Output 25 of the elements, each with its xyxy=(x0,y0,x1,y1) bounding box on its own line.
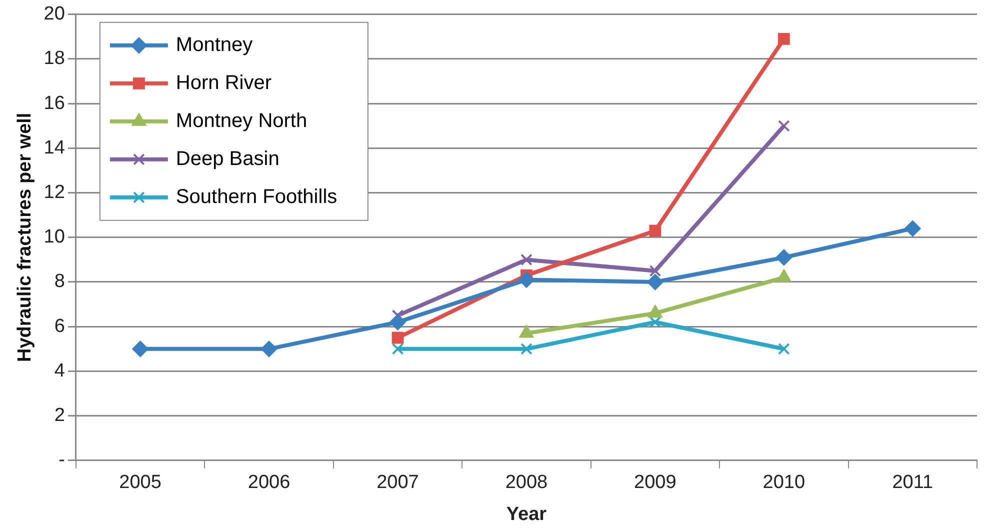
x-tick-label: 2005 xyxy=(119,472,162,494)
y-tick-label: 8 xyxy=(54,271,65,292)
y-tick-label: 2 xyxy=(54,405,65,426)
x-axis-title: Year xyxy=(506,504,548,525)
legend-label: Deep Basin xyxy=(176,148,280,170)
legend-label: Horn River xyxy=(176,72,272,94)
y-tick-label: 10 xyxy=(44,226,65,248)
x-tick-label: 2011 xyxy=(892,472,934,494)
x-tick-label: 2008 xyxy=(505,472,548,494)
legend-label: Montney xyxy=(176,34,253,56)
y-tick-label: 4 xyxy=(54,360,66,382)
legend-label: Southern Foothills xyxy=(176,186,338,208)
y-axis-title: Hydraulic fractures per well xyxy=(14,112,36,362)
y-tick-label: 20 xyxy=(44,4,65,25)
legend-label: Montney North xyxy=(176,110,308,132)
y-tick-label: - xyxy=(58,450,65,471)
x-tick-label: 2009 xyxy=(634,472,676,494)
y-tick-label: 14 xyxy=(44,137,66,158)
y-tick-label: 18 xyxy=(44,48,65,70)
x-tick-label: 2007 xyxy=(376,472,419,494)
y-tick-label: 12 xyxy=(44,182,65,204)
x-tick-label: 2010 xyxy=(762,472,806,494)
y-tick-label: 6 xyxy=(54,316,65,337)
x-tick-label: 2006 xyxy=(248,472,290,494)
y-tick-label: 16 xyxy=(44,92,65,114)
